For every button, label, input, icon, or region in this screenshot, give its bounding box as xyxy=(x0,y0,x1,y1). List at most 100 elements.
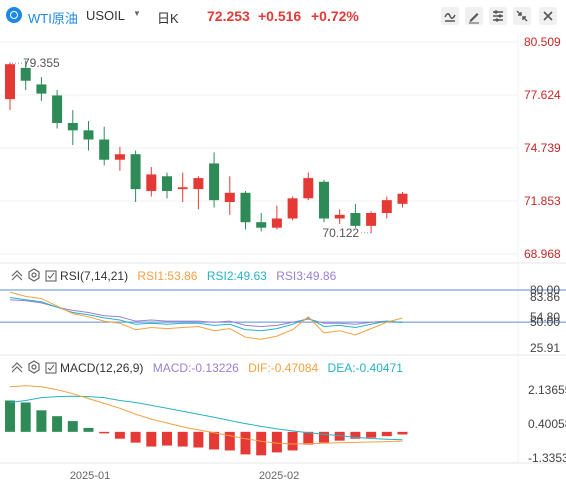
symbol-name[interactable]: WTI原油 xyxy=(28,11,78,26)
candle xyxy=(271,218,282,228)
candle xyxy=(193,178,204,190)
macd-tick-label: 0.40058 xyxy=(528,417,566,431)
macd-bar xyxy=(209,431,220,450)
x-tick-label: 2025-01 xyxy=(70,470,110,482)
candle xyxy=(146,174,157,191)
price-tick-label: 80.509 xyxy=(524,35,561,49)
candle xyxy=(381,200,392,213)
candle xyxy=(36,84,47,94)
candle xyxy=(162,176,172,191)
macd-bar xyxy=(52,416,63,432)
macd-bar xyxy=(130,431,141,443)
close-icon[interactable] xyxy=(538,6,558,26)
macd-bar xyxy=(366,431,377,438)
macd-bar xyxy=(67,421,78,432)
symbol-code[interactable]: USOIL xyxy=(86,8,126,23)
macd-bar xyxy=(240,431,251,455)
rsi-legend: RSI(7,14,21) RSI1:53.86 RSI2:49.63 RSI3:… xyxy=(10,268,342,283)
candle xyxy=(99,139,110,160)
price-change-percent: +0.72% xyxy=(311,8,359,24)
dea-line xyxy=(9,395,403,441)
candle xyxy=(130,154,141,190)
rsi-tick-label: 83.86 xyxy=(530,290,560,304)
high-annotation: 79.355 xyxy=(23,56,60,70)
rsi2-line xyxy=(9,297,403,332)
price-tick-label: 68.968 xyxy=(524,247,561,261)
macd-bar xyxy=(319,431,329,443)
macd-tick-label: 2.13655 xyxy=(528,383,566,397)
candle xyxy=(20,67,31,81)
macd-bar xyxy=(271,431,282,453)
settings-gear-icon[interactable] xyxy=(27,360,41,374)
candle xyxy=(83,130,94,140)
candle xyxy=(287,198,298,219)
dif-line xyxy=(9,385,403,445)
candle xyxy=(209,163,220,201)
macd-bar xyxy=(83,427,94,432)
candle xyxy=(224,192,235,202)
candle xyxy=(256,222,267,228)
checkbox-icon[interactable] xyxy=(45,362,57,374)
macd-bar xyxy=(162,431,172,446)
candle xyxy=(334,214,345,219)
rsi3-line xyxy=(9,299,403,328)
macd-bar xyxy=(146,431,157,447)
macd-bar xyxy=(99,431,110,434)
draw-pencil-icon[interactable] xyxy=(464,6,484,26)
macd-bar xyxy=(114,431,125,439)
collapse-arrows-icon[interactable] xyxy=(10,362,24,374)
rsi2-value: RSI2:49.63 xyxy=(206,269,267,283)
candle xyxy=(240,192,251,223)
candle xyxy=(52,95,63,123)
candle xyxy=(5,64,15,100)
checkbox-icon[interactable] xyxy=(45,270,57,282)
macd-bar xyxy=(287,431,298,451)
macd-bar xyxy=(177,431,188,447)
rsi3-value: RSI3:49.86 xyxy=(276,269,337,283)
candle xyxy=(397,193,408,204)
macd-tick-label: -1.33539 xyxy=(528,451,566,465)
price-change: +0.516 xyxy=(258,8,302,24)
settings-icon[interactable] xyxy=(488,6,508,26)
macd-bar xyxy=(303,431,314,445)
price-tick-label: 74.739 xyxy=(524,141,561,155)
rsi-tick-label: 50.00 xyxy=(530,315,560,329)
macd-bar xyxy=(381,431,392,437)
candle xyxy=(366,212,377,226)
macd-bar xyxy=(20,402,31,432)
last-price: 72.253 xyxy=(207,8,250,24)
candle xyxy=(177,187,188,190)
collapse-arrows-icon[interactable] xyxy=(10,270,24,282)
macd-bar xyxy=(193,431,204,448)
macd-bar xyxy=(224,431,235,451)
low-annotation: 70.122 xyxy=(322,226,359,240)
period-selector[interactable]: 日K xyxy=(157,11,179,26)
rsi1-value: RSI1:53.86 xyxy=(137,269,198,283)
price-tick-label: 71.853 xyxy=(524,194,561,208)
x-tick-label: 2025-02 xyxy=(259,470,299,482)
dea-value: DEA:-0.40471 xyxy=(327,361,403,375)
candle xyxy=(319,181,329,219)
candle xyxy=(67,122,78,131)
rsi-tick-label: 25.91 xyxy=(530,341,560,355)
macd-bar xyxy=(36,410,47,432)
candle xyxy=(303,178,314,199)
oil-logo-icon xyxy=(6,7,22,23)
macd-bar xyxy=(350,431,361,439)
macd-value: MACD:-0.13226 xyxy=(152,361,239,375)
fullscreen-collapse-icon[interactable] xyxy=(512,6,532,26)
candle xyxy=(114,154,125,160)
symbol-dropdown-icon[interactable]: ▼ xyxy=(133,9,141,18)
rsi-tick-label: 80.00 xyxy=(530,283,560,297)
rsi-label: RSI(7,14,21) xyxy=(60,269,129,283)
macd-bar xyxy=(397,431,408,435)
rsi1-line xyxy=(9,291,403,340)
indicator-tool-icon[interactable] xyxy=(440,6,460,26)
macd-legend: MACD(12,26,9) MACD:-0.13226 DIF:-0.47084… xyxy=(10,360,409,375)
candle xyxy=(350,212,361,226)
macd-label: MACD(12,26,9) xyxy=(60,361,144,375)
chart-header: WTI原油 USOIL ▼ 日K 72.253 +0.516 +0.72% xyxy=(0,0,566,34)
dif-value: DIF:-0.47084 xyxy=(248,361,319,375)
settings-gear-icon[interactable] xyxy=(27,268,41,282)
